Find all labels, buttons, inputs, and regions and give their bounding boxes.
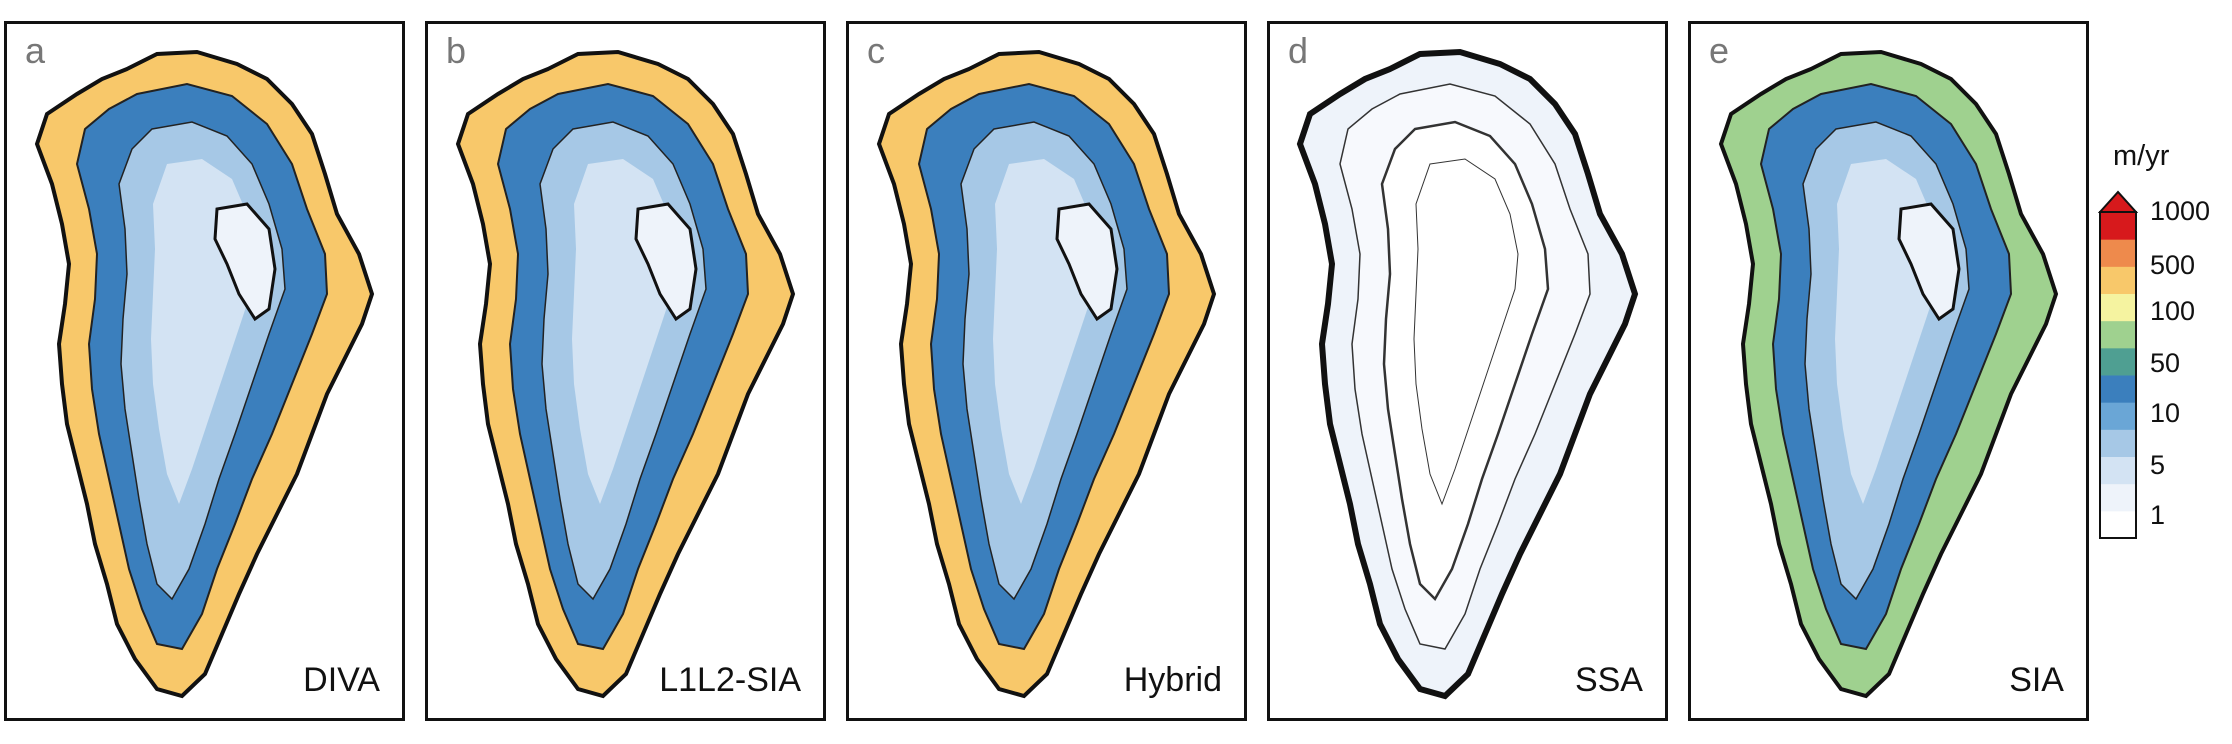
colorbar-bin bbox=[2100, 375, 2136, 403]
velocity-map-l1l2-sia bbox=[456, 50, 795, 698]
velocity-map-sia bbox=[1719, 50, 2058, 698]
model-name-label: Hybrid bbox=[1123, 661, 1222, 699]
colorbar-tick-1: 1 bbox=[2150, 500, 2166, 530]
colorbar-bin bbox=[2100, 266, 2136, 294]
panel-letter: d bbox=[1288, 30, 1309, 71]
colorbar-bin bbox=[2100, 483, 2136, 512]
model-name-label: SIA bbox=[2009, 661, 2064, 699]
panel-letter: b bbox=[446, 30, 467, 71]
colorbar-bin bbox=[2100, 347, 2136, 376]
map-panel-ssa: d SSA bbox=[1267, 21, 1668, 721]
velocity-map-diva bbox=[35, 50, 374, 698]
colorbar-bin bbox=[2100, 320, 2136, 349]
colorbar-tick-100: 100 bbox=[2150, 296, 2196, 326]
model-name-label: L1L2-SIA bbox=[659, 661, 801, 699]
colorbar-bin bbox=[2100, 429, 2136, 457]
velocity-map-hybrid bbox=[877, 50, 1216, 698]
colorbar-tick-1000: 1000 bbox=[2150, 196, 2211, 226]
map-panel-hybrid: c Hybrid bbox=[846, 21, 1247, 721]
colorbar-tick-10: 10 bbox=[2150, 398, 2181, 428]
colorbar-bin bbox=[2100, 293, 2136, 322]
colorbar-bin bbox=[2100, 239, 2136, 267]
velocity-colorbar bbox=[2098, 190, 2138, 539]
panel-letter: a bbox=[25, 30, 46, 71]
colorbar-overflow-triangle bbox=[2098, 190, 2138, 213]
colorbar-tick-500: 500 bbox=[2150, 250, 2196, 280]
colorbar-bin bbox=[2100, 212, 2136, 240]
model-name-label: DIVA bbox=[303, 661, 380, 699]
map-panel-diva: a DIVA bbox=[4, 21, 405, 721]
map-panel-l1l2-sia: b L1L2-SIA bbox=[425, 21, 826, 721]
colorbar-frame bbox=[2099, 211, 2137, 539]
panel-letter: e bbox=[1709, 30, 1730, 71]
velocity-map-ssa bbox=[1270, 24, 1668, 721]
colorbar-bin bbox=[2100, 456, 2136, 485]
colorbar-bin bbox=[2100, 402, 2136, 430]
panel-letter: c bbox=[867, 30, 885, 71]
colorbar-bin bbox=[2100, 510, 2136, 539]
colorbar-tick-50: 50 bbox=[2150, 348, 2181, 378]
colorbar-unit-label: m/yr bbox=[2113, 140, 2170, 172]
colorbar-tick-5: 5 bbox=[2150, 450, 2166, 480]
map-panel-sia: e SIA bbox=[1688, 21, 2089, 721]
model-name-label: SSA bbox=[1574, 661, 1643, 699]
